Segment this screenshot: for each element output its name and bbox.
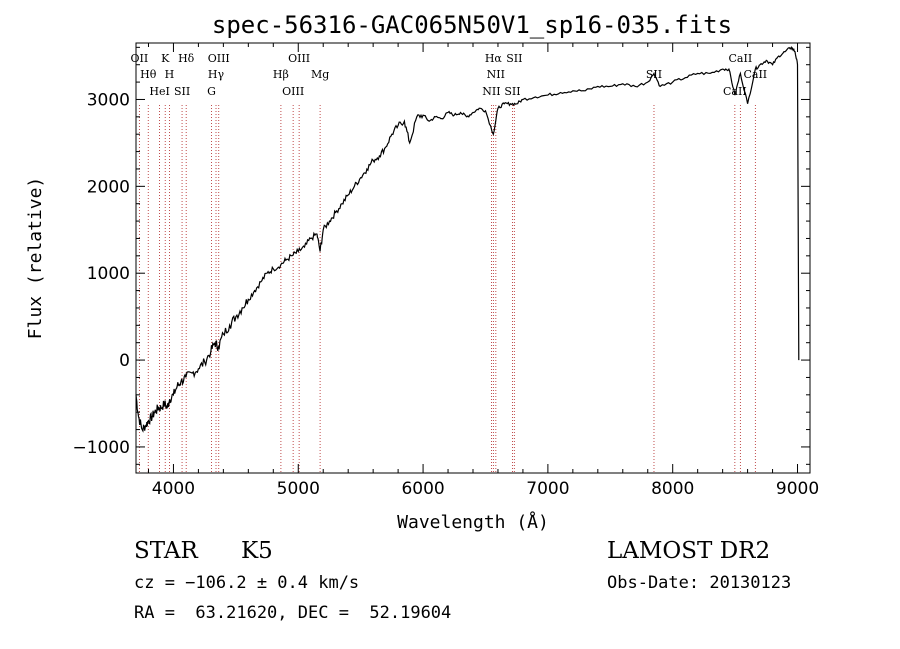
y-axis-ticks: −1000 0 1000 2000 3000 xyxy=(72,46,810,465)
line-marker-label: Hβ xyxy=(273,68,289,81)
line-marker-label: OIII xyxy=(288,52,310,65)
line-marker-label: H xyxy=(165,68,175,81)
object-class: STAR xyxy=(134,538,198,564)
y-tick-label: 0 xyxy=(119,351,130,371)
line-marker-label: SII xyxy=(504,85,520,98)
line-marker-label: Hθ xyxy=(140,68,157,81)
line-marker-label: SII xyxy=(174,85,190,98)
line-marker-label: OII xyxy=(131,52,149,65)
x-tick-label: 4000 xyxy=(152,479,195,499)
y-axis-label: Flux (relative) xyxy=(25,177,46,340)
line-marker-label: CaII xyxy=(743,68,767,81)
redshift-readout: cz = −106.2 ± 0.4 km/s xyxy=(134,573,360,593)
y-tick-label: 2000 xyxy=(87,177,130,197)
line-marker-label: CaII xyxy=(729,52,753,65)
plot-frame xyxy=(135,42,811,474)
line-marker-label: Mg xyxy=(311,68,329,81)
chart-title: spec-56316-GAC065N50V1_sp16-035.fits xyxy=(212,11,732,39)
y-tick-label: −1000 xyxy=(72,438,130,458)
line-markers xyxy=(138,105,756,473)
line-marker-label: NII xyxy=(487,68,505,81)
x-tick-label: 6000 xyxy=(401,479,444,499)
x-tick-label: 7000 xyxy=(526,479,569,499)
subclass: K5 xyxy=(241,538,273,564)
x-axis-ticks: 4000 5000 6000 7000 8000 9000 xyxy=(147,43,819,499)
line-marker-label: G xyxy=(207,85,216,98)
line-marker-labels: OIIHθHeIKHSIIHδHγGOIIIHβOIIIOIIIMgNIIHαN… xyxy=(131,52,768,98)
line-marker-label: Hα xyxy=(485,52,503,65)
line-marker-label: OIII xyxy=(208,52,230,65)
y-tick-label: 1000 xyxy=(87,264,130,284)
line-marker-label: NII xyxy=(482,85,500,98)
obs-date: Obs-Date: 20130123 xyxy=(607,573,792,593)
line-marker-label: K xyxy=(161,52,170,65)
x-axis-label: Wavelength (Å) xyxy=(397,511,549,533)
y-tick-label: 3000 xyxy=(87,90,130,110)
x-tick-label: 9000 xyxy=(776,479,819,499)
spectrum-line xyxy=(135,45,800,433)
survey-name: LAMOST DR2 xyxy=(607,538,771,564)
x-tick-label: 8000 xyxy=(651,479,694,499)
line-marker-label: HeI xyxy=(149,85,169,98)
line-marker-label: Hδ xyxy=(178,52,195,65)
line-marker-label: Hγ xyxy=(208,68,225,81)
coordinates-readout: RA = 63.21620, DEC = 52.19604 xyxy=(134,603,452,623)
line-marker-label: SII xyxy=(506,52,522,65)
line-marker-label: OIII xyxy=(282,85,304,98)
x-tick-label: 5000 xyxy=(277,479,320,499)
spectrum-plot: spec-56316-GAC065N50V1_sp16-035.fits OII… xyxy=(25,11,819,533)
